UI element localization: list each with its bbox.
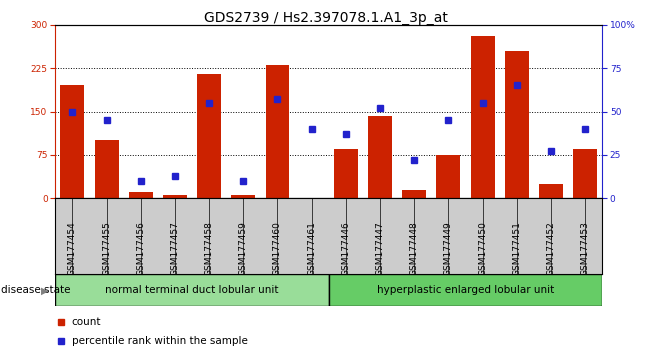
- Bar: [436, 155, 460, 198]
- Bar: [368, 115, 392, 198]
- Bar: [402, 190, 426, 198]
- Bar: [61, 86, 85, 198]
- Bar: [329, 274, 602, 306]
- Bar: [266, 65, 290, 198]
- Bar: [505, 51, 529, 198]
- Bar: [573, 149, 597, 198]
- Bar: [334, 149, 358, 198]
- Text: normal terminal duct lobular unit: normal terminal duct lobular unit: [105, 285, 279, 295]
- Text: ▶: ▶: [41, 285, 49, 295]
- Bar: [539, 184, 563, 198]
- Bar: [197, 74, 221, 198]
- Bar: [163, 195, 187, 198]
- Text: count: count: [72, 318, 102, 327]
- Text: disease state: disease state: [1, 285, 71, 295]
- Bar: [471, 36, 495, 198]
- Text: hyperplastic enlarged lobular unit: hyperplastic enlarged lobular unit: [377, 285, 554, 295]
- Text: GDS2739 / Hs2.397078.1.A1_3p_at: GDS2739 / Hs2.397078.1.A1_3p_at: [204, 11, 447, 25]
- Bar: [55, 274, 329, 306]
- Bar: [94, 141, 118, 198]
- Text: percentile rank within the sample: percentile rank within the sample: [72, 336, 247, 346]
- Bar: [129, 193, 153, 198]
- Bar: [231, 195, 255, 198]
